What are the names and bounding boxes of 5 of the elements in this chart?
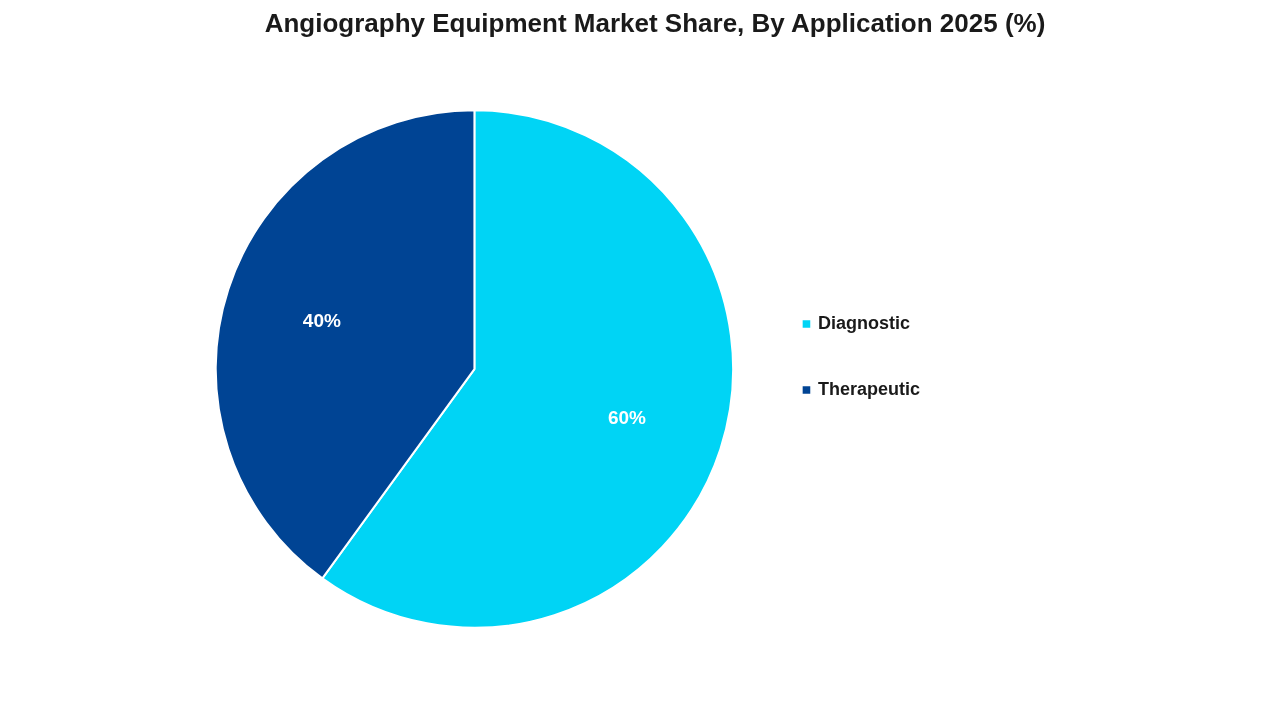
legend-label: Diagnostic (817, 312, 910, 334)
data-label: 40% (302, 310, 341, 332)
legend-label: Therapeutic (817, 378, 920, 400)
data-label: 60% (607, 406, 647, 428)
chart-title: Angiography Equipment Market Share, By Application 2025 (%) (264, 7, 1046, 38)
